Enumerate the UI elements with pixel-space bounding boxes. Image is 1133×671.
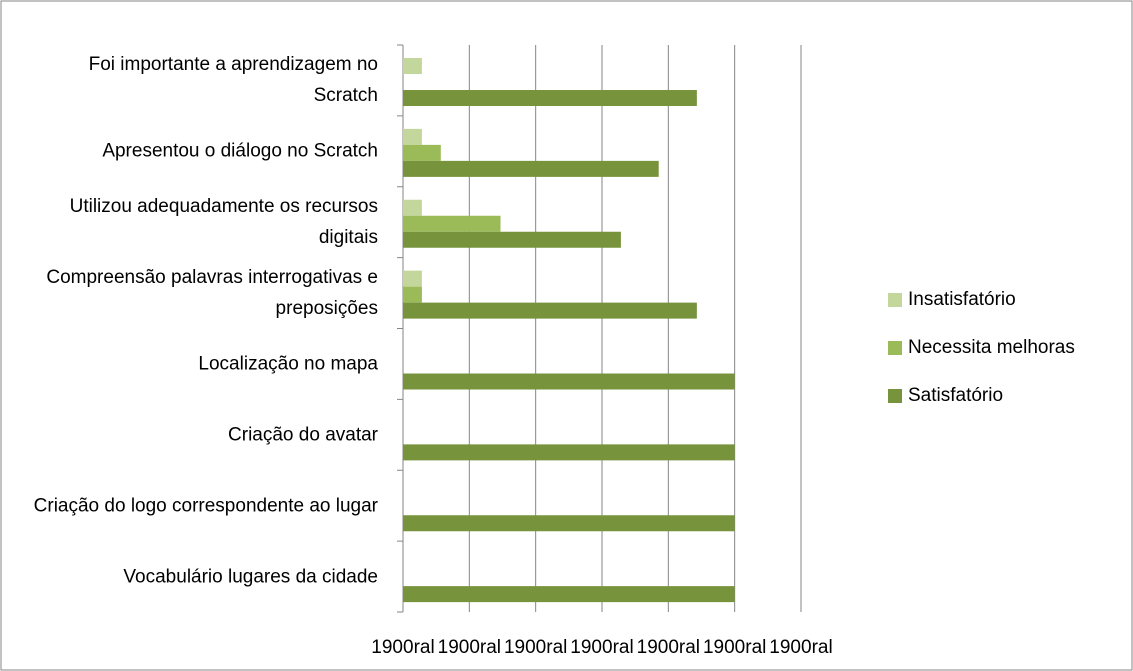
x-tick-label: 1900ral <box>504 637 567 658</box>
legend-label: Insatisfatório <box>908 289 1016 310</box>
bar <box>403 215 501 232</box>
y-tick-label: Apresentou o diálogo no Scratch <box>102 140 378 162</box>
y-tick-label: Compreensão palavras interrogativas e pr… <box>46 267 378 320</box>
bar <box>403 128 422 145</box>
x-tick-label: 1900ral <box>570 637 633 658</box>
legend-swatch <box>888 389 902 403</box>
y-tick-label: Criação do logo correspondente ao lugar <box>33 495 378 517</box>
legend-label: Necessita melhoras <box>908 337 1075 358</box>
bar <box>403 144 441 161</box>
x-tick-label: 1900ral <box>371 637 434 658</box>
bar <box>403 58 422 74</box>
bar <box>403 515 735 532</box>
legend-label: Satisfatório <box>908 385 1003 406</box>
x-tick-label: 1900ral <box>438 637 501 658</box>
y-tick-label: Foi importante a aprendizagem no Scratch <box>88 54 378 107</box>
bar <box>403 90 697 106</box>
bar <box>403 302 697 319</box>
bar <box>403 586 735 603</box>
x-tick-label: 1900ral <box>769 637 832 658</box>
bar <box>403 199 422 216</box>
y-tick-label: Vocabulário lugares da cidade <box>123 566 378 588</box>
legend-swatch <box>888 341 902 355</box>
y-tick-label: Utilizou adequadamente os recursos digit… <box>69 196 378 249</box>
x-tick-label: 1900ral <box>637 637 700 658</box>
bar <box>403 270 422 287</box>
bar <box>403 160 659 177</box>
y-tick-label: Localização no mapa <box>198 353 378 375</box>
y-tick-label: Criação do avatar <box>228 424 378 446</box>
x-tick-label: 1900ral <box>703 637 766 658</box>
bar <box>403 444 735 461</box>
bar <box>403 286 422 303</box>
bar <box>403 231 621 248</box>
bar <box>403 373 735 390</box>
legend-swatch <box>888 293 902 307</box>
